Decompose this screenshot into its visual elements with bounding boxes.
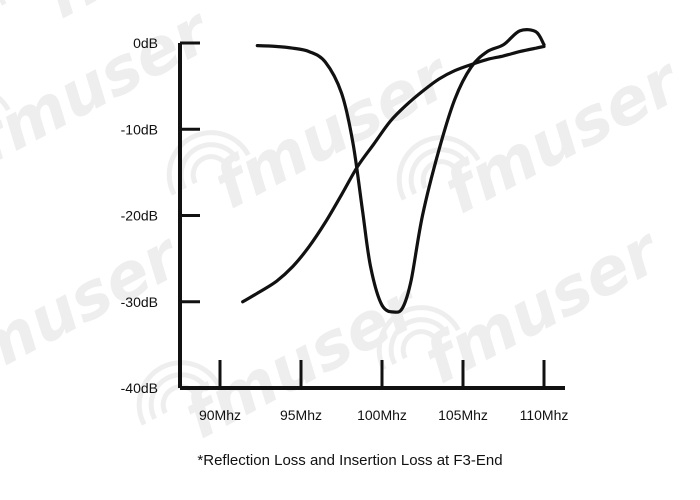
x-tick-label: 95Mhz xyxy=(280,407,322,423)
x-tick-label: 110Mhz xyxy=(520,407,569,423)
series-line-2 xyxy=(241,44,546,304)
watermark-signal-icon xyxy=(376,305,461,371)
watermark: fmuserfmuserfmuserfmuserfmuserfmuserfmus… xyxy=(0,0,694,454)
watermark-mark-3: fmuser xyxy=(0,218,194,404)
watermark-signal-icon xyxy=(148,372,210,420)
series-line-1 xyxy=(255,28,546,314)
watermark-signal-icon xyxy=(420,159,460,190)
watermark-text: fmuser xyxy=(433,43,694,229)
y-tick-label: -30dB xyxy=(121,294,158,310)
y-tick-label: -20dB xyxy=(121,208,158,224)
y-tick-label: -40dB xyxy=(121,380,158,396)
y-tick-label: 0dB xyxy=(133,35,158,51)
watermark-signal-icon xyxy=(160,384,200,415)
x-tick-label: 100Mhz xyxy=(357,407,407,423)
y-axis-ticks: 0dB -10dB -20dB -30dB -40dB xyxy=(121,35,200,396)
watermark-signal-icon xyxy=(190,154,230,185)
watermark-signal-icon xyxy=(388,317,450,365)
watermark-text: fmuser xyxy=(0,218,194,404)
watermark-mark-0: fmuser xyxy=(0,0,224,179)
watermark-signal-icon xyxy=(136,360,221,426)
watermark-signal-icon xyxy=(408,147,470,195)
watermark-text: fmuser xyxy=(203,38,464,224)
chart-caption: *Reflection Loss and Insertion Loss at F… xyxy=(197,452,503,469)
x-tick-label: 105Mhz xyxy=(438,407,488,423)
y-tick-label: -10dB xyxy=(121,121,158,137)
x-axis-ticks: 90Mhz 95Mhz 100Mhz 105Mhz 110Mhz xyxy=(199,360,568,423)
series-layer xyxy=(241,28,546,314)
x-tick-label: 90Mhz xyxy=(199,407,241,423)
watermark-signal-icon xyxy=(166,130,251,196)
watermark-signal-icon xyxy=(400,329,440,360)
watermark-signal-icon xyxy=(396,135,481,201)
